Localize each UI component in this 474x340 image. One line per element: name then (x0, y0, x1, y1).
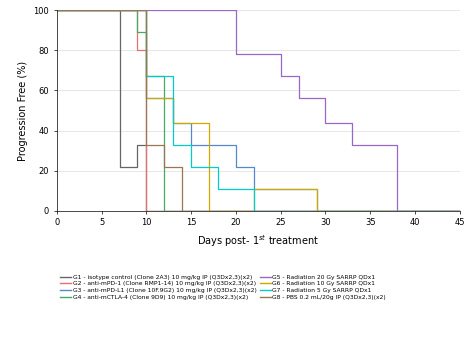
Legend: G1 - isotype control (Clone 2A3) 10 mg/kg IP (Q3Dx2,3)(x2), G2 - anti-mPD-1 (Clo: G1 - isotype control (Clone 2A3) 10 mg/k… (60, 274, 387, 300)
Y-axis label: Progression Free (%): Progression Free (%) (18, 61, 28, 160)
X-axis label: Days post- 1$^{st}$ treatment: Days post- 1$^{st}$ treatment (197, 233, 319, 249)
